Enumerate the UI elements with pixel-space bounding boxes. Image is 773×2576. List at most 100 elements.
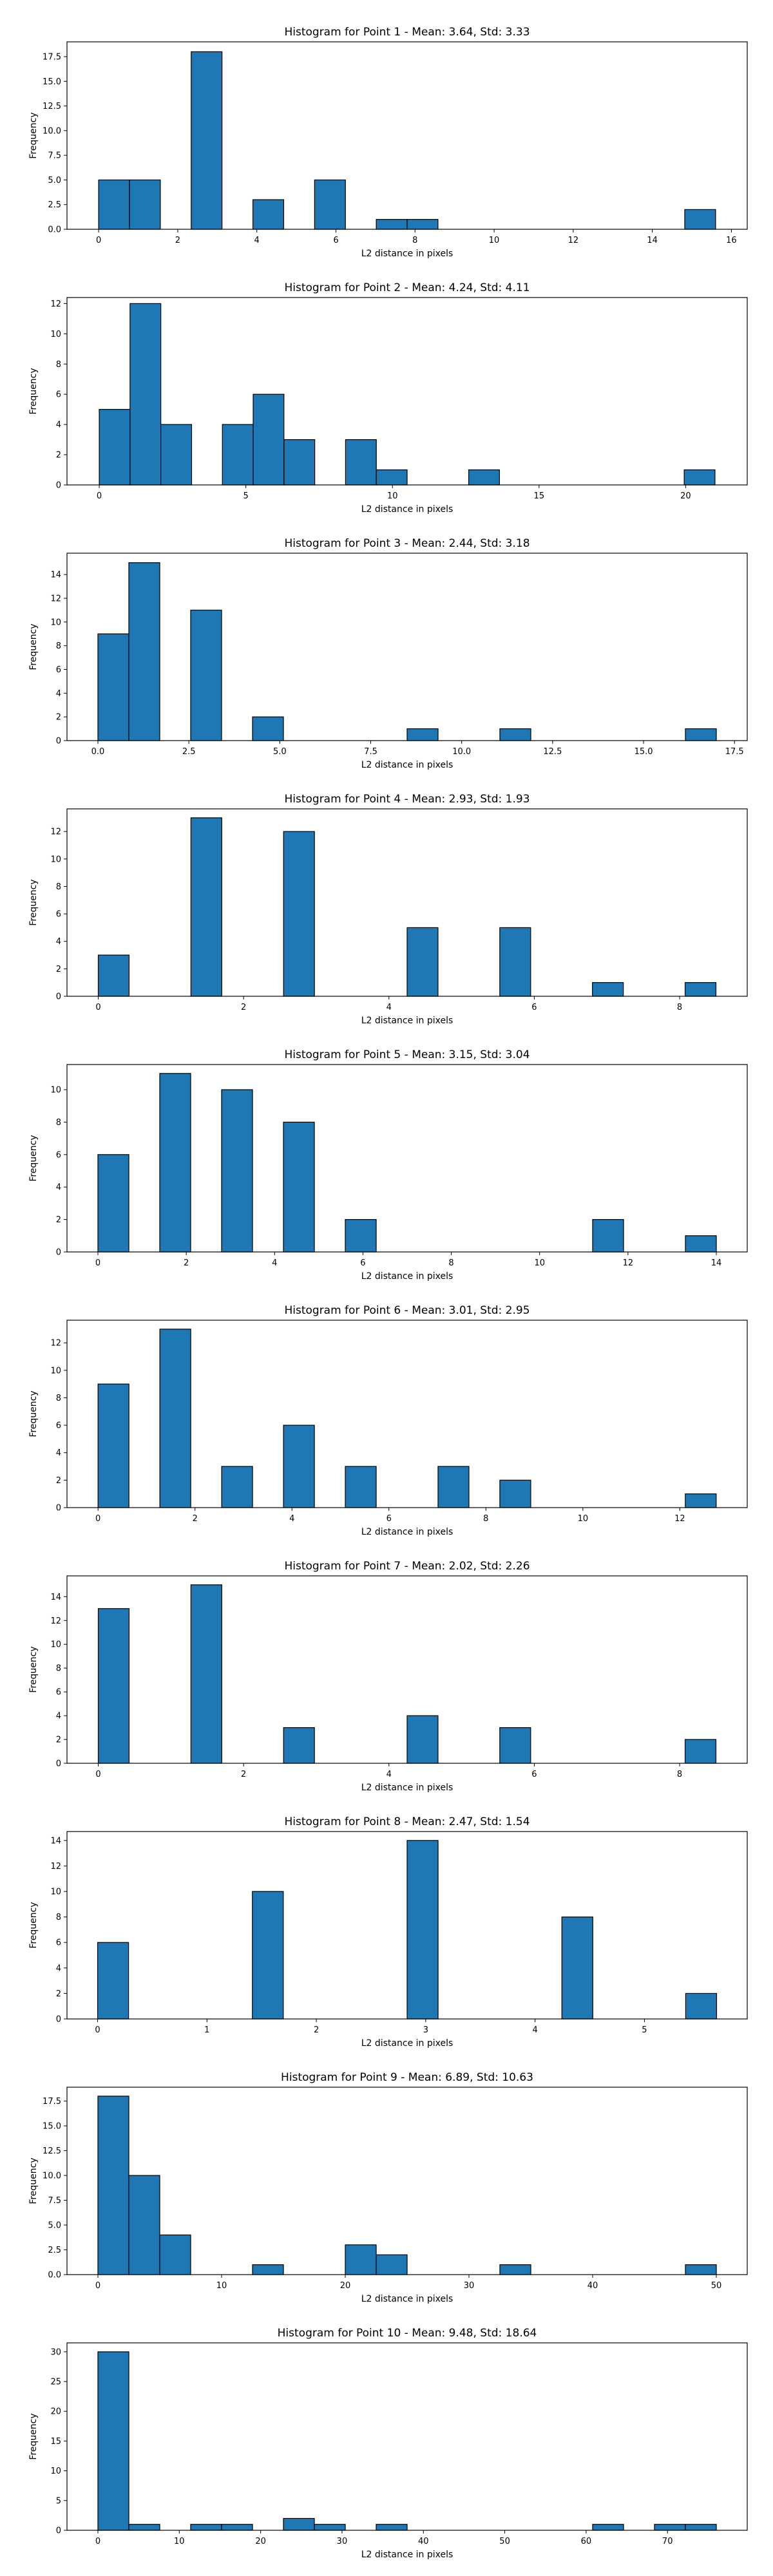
y-axis: 0 2 4 6 8 10 bbox=[50, 1086, 67, 1258]
x-tick-label: 6 bbox=[360, 1258, 365, 1268]
x-tick-label: 2 bbox=[241, 1770, 246, 1779]
y-tick-label: 17.5 bbox=[43, 2097, 61, 2107]
y-tick-label: 6 bbox=[56, 1938, 61, 1948]
histogram-bar bbox=[222, 424, 254, 486]
histogram-bar bbox=[97, 954, 130, 997]
x-tick-label: 2 bbox=[241, 1003, 246, 1012]
x-tick-label: 8 bbox=[677, 1003, 682, 1012]
chart-4: Histogram for Point 4 - Mean: 2.93, Std:… bbox=[28, 793, 748, 1026]
y-tick-label: 0 bbox=[56, 992, 61, 1002]
chart-title: Histogram for Point 1 - Mean: 3.64, Std:… bbox=[284, 26, 530, 39]
histogram-bar bbox=[685, 2264, 717, 2275]
chart-title: Histogram for Point 8 - Mean: 2.47, Std:… bbox=[284, 1815, 530, 1828]
chart-3: Histogram for Point 3 - Mean: 2.44, Std:… bbox=[28, 537, 748, 770]
histogram-bar bbox=[376, 219, 408, 230]
histogram-bar bbox=[253, 393, 285, 486]
histogram-bar bbox=[159, 2234, 191, 2275]
histogram-bar bbox=[685, 1493, 717, 1508]
x-axis-label: L2 distance in pixels bbox=[361, 249, 453, 259]
histogram-bar bbox=[683, 469, 716, 486]
y-axis-label: Frequency bbox=[28, 112, 39, 158]
y-tick-label: 0 bbox=[56, 1248, 61, 1258]
histogram-bars bbox=[97, 1073, 717, 1253]
axes-frame bbox=[66, 2342, 748, 2531]
histogram-bar bbox=[499, 927, 531, 997]
y-tick-label: 15.0 bbox=[43, 77, 61, 87]
histogram-bar bbox=[97, 1383, 129, 1508]
chart-title: Histogram for Point 10 - Mean: 9.48, Std… bbox=[278, 2327, 537, 2340]
y-tick-label: 14 bbox=[50, 1593, 61, 1602]
x-tick-label: 10 bbox=[578, 1514, 589, 1524]
histogram-bar bbox=[345, 1466, 377, 1508]
x-axis-label: L2 distance in pixels bbox=[361, 1271, 453, 1282]
y-axis-label: Frequency bbox=[28, 1135, 39, 1181]
y-axis: 0 2 4 6 8 10 12 14 bbox=[50, 571, 67, 746]
x-tick-label: 1 bbox=[204, 2025, 209, 2035]
histogram-bar bbox=[376, 2254, 408, 2275]
histogram-bars bbox=[97, 562, 717, 741]
y-tick-label: 12 bbox=[50, 1616, 61, 1626]
x-axis: 0 10 20 30 40 50 bbox=[95, 2275, 721, 2291]
x-tick-label: 5 bbox=[243, 491, 249, 501]
histogram-bar bbox=[376, 469, 408, 486]
histogram-bar bbox=[221, 2524, 253, 2531]
y-tick-label: 5.0 bbox=[48, 2221, 61, 2231]
y-tick-label: 17.5 bbox=[43, 52, 61, 62]
y-tick-label: 12 bbox=[50, 1339, 61, 1349]
axes-frame bbox=[66, 2087, 748, 2275]
histogram-bars bbox=[97, 1584, 717, 1764]
y-tick-label: 2 bbox=[56, 713, 61, 723]
x-tick-label: 5 bbox=[642, 2025, 647, 2035]
histogram-bar bbox=[314, 2524, 346, 2531]
chart-1: Histogram for Point 1 - Mean: 3.64, Std:… bbox=[28, 26, 748, 259]
y-axis-label: Frequency bbox=[28, 1902, 39, 1948]
histogram-bars bbox=[97, 817, 717, 997]
y-tick-label: 10 bbox=[50, 330, 61, 339]
x-tick-label: 0 bbox=[96, 236, 101, 245]
y-tick-label: 0 bbox=[56, 737, 61, 746]
x-tick-label: 15 bbox=[534, 491, 545, 501]
x-tick-label: 12 bbox=[568, 236, 579, 245]
x-tick-label: 6 bbox=[386, 1514, 392, 1524]
histogram-bar bbox=[97, 2096, 129, 2275]
y-tick-label: 8 bbox=[56, 882, 61, 892]
x-axis: 0.0 2.5 5.0 7.5 10.0 12.5 15.0 17.5 bbox=[91, 741, 744, 757]
x-tick-label: 2.5 bbox=[182, 747, 196, 757]
x-axis-label: L2 distance in pixels bbox=[361, 1783, 453, 1793]
x-tick-label: 8 bbox=[448, 1258, 453, 1268]
y-tick-label: 5 bbox=[56, 2496, 61, 2506]
y-axis: 0 5 10 15 20 25 30 bbox=[50, 2347, 67, 2536]
x-tick-label: 2 bbox=[314, 2025, 319, 2035]
y-tick-label: 0 bbox=[56, 1759, 61, 1769]
y-axis: 0 2 4 6 8 10 12 bbox=[50, 828, 67, 1002]
histogram-bar bbox=[97, 1942, 129, 2020]
y-tick-label: 0 bbox=[56, 481, 61, 491]
x-tick-label: 10 bbox=[534, 1258, 545, 1268]
y-tick-label: 7.5 bbox=[48, 2196, 61, 2206]
x-axis: 0 2 4 6 8 bbox=[95, 996, 682, 1012]
histogram-bar bbox=[98, 179, 130, 230]
histogram-bars bbox=[97, 1840, 718, 2020]
chart-title: Histogram for Point 7 - Mean: 2.02, Std:… bbox=[284, 1560, 530, 1573]
y-tick-label: 10 bbox=[50, 855, 61, 864]
x-axis: 0 2 4 6 8 10 12 14 16 bbox=[96, 229, 737, 245]
histogram-bar bbox=[499, 1727, 531, 1764]
y-tick-label: 4 bbox=[56, 1448, 61, 1458]
histogram-bar bbox=[129, 303, 162, 486]
x-tick-label: 8 bbox=[483, 1514, 488, 1524]
chart-title: Histogram for Point 9 - Mean: 6.89, Std:… bbox=[281, 2071, 533, 2084]
x-axis: 0 2 4 6 8 10 12 14 bbox=[95, 1252, 721, 1268]
histogram-bar bbox=[345, 439, 377, 486]
histogram-bar bbox=[159, 1329, 191, 1508]
y-tick-label: 8 bbox=[56, 360, 61, 370]
chart-8: Histogram for Point 8 - Mean: 2.47, Std:… bbox=[28, 1815, 748, 2049]
y-tick-label: 15 bbox=[50, 2437, 61, 2447]
histogram-bar bbox=[128, 562, 160, 741]
y-axis-label: Frequency bbox=[28, 879, 39, 925]
histogram-bar bbox=[406, 1840, 439, 2020]
y-tick-label: 20 bbox=[50, 2407, 61, 2417]
x-tick-label: 6 bbox=[333, 236, 338, 245]
y-tick-label: 6 bbox=[56, 1688, 61, 1698]
y-tick-label: 6 bbox=[56, 1150, 61, 1160]
histogram-bar bbox=[97, 2351, 129, 2531]
